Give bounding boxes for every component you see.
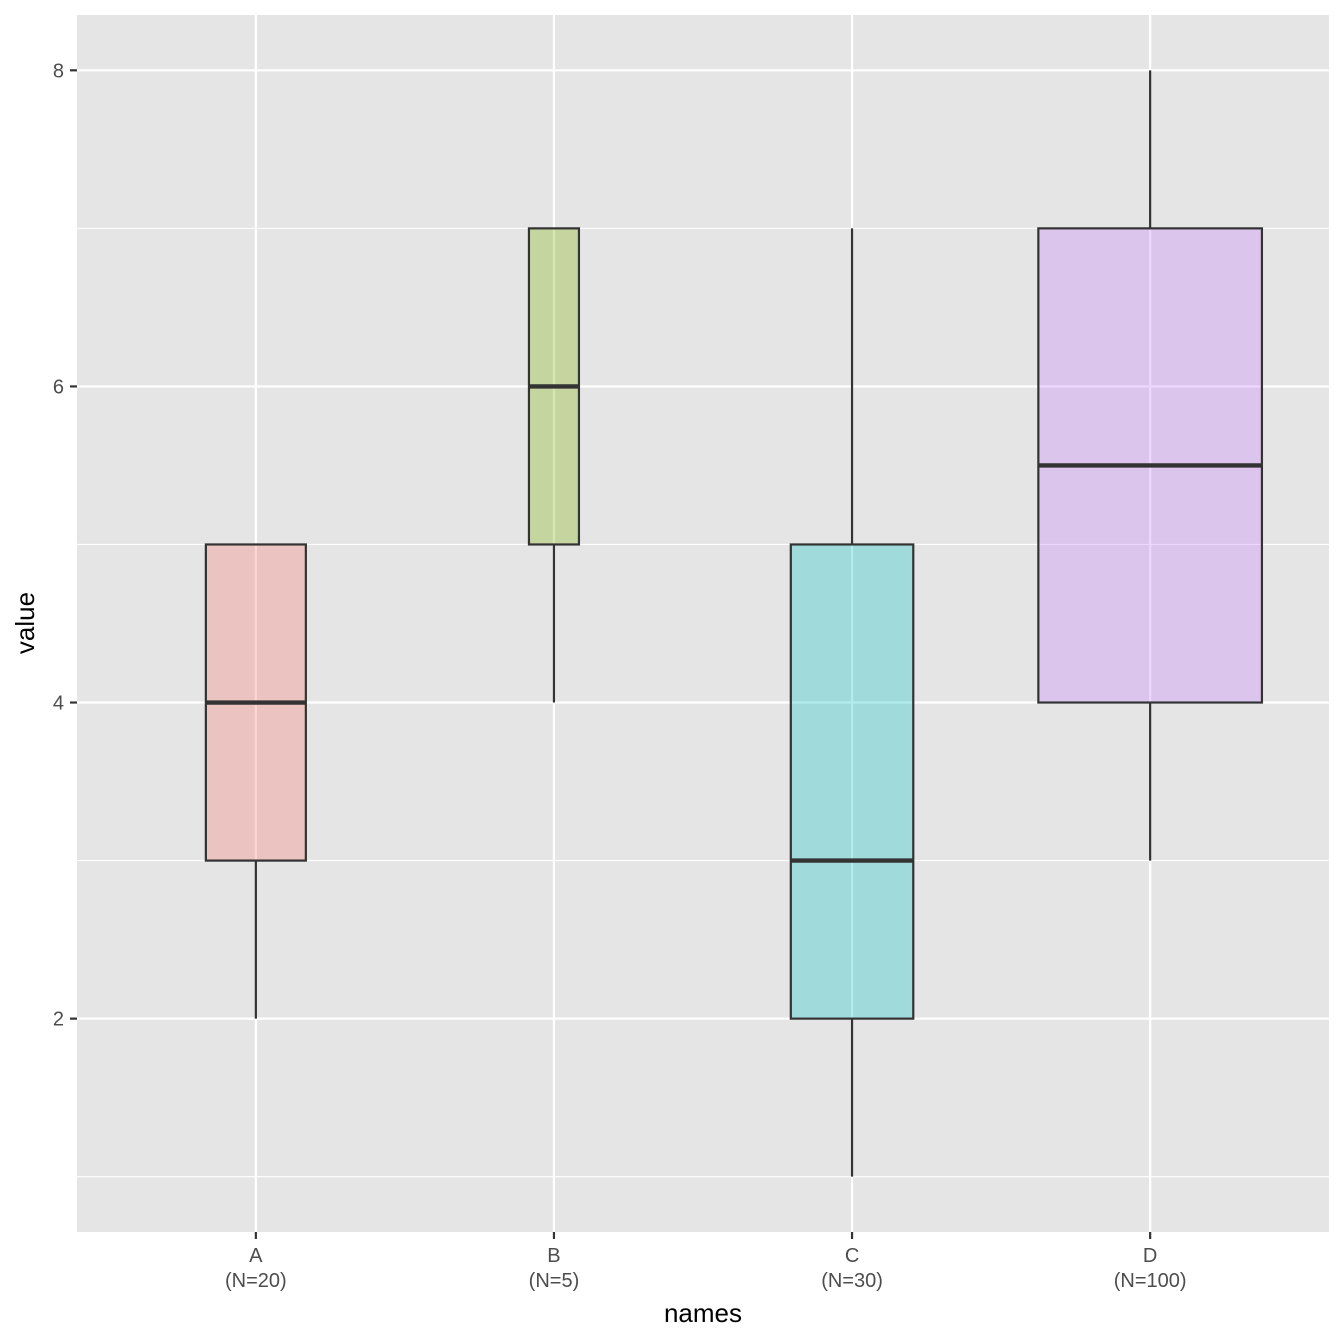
box-body [789, 543, 915, 1020]
box-D [1037, 70, 1264, 861]
box-B [527, 227, 581, 703]
x-tick-label: (N=5) [529, 1270, 580, 1292]
x-tick-label: A [249, 1245, 263, 1267]
y-axis-title: value [10, 592, 40, 654]
plot-panel [77, 15, 1329, 1232]
y-tick-label: 4 [53, 693, 64, 715]
x-tick-label: C [845, 1245, 859, 1267]
y-tick-label: 2 [53, 1009, 64, 1031]
x-axis: A (N=20) B (N=5) C (N=30) D (N=100) [225, 1232, 1187, 1292]
x-tick-label: (N=20) [225, 1270, 287, 1292]
x-tick-label: (N=100) [1114, 1270, 1187, 1292]
y-tick-label: 8 [53, 60, 64, 82]
box-C [789, 228, 915, 1177]
boxes-layer [204, 70, 1264, 1177]
x-tick-label: (N=30) [821, 1270, 883, 1292]
x-tick-label: D [1143, 1245, 1157, 1267]
y-axis: 2 4 6 8 [53, 60, 77, 1031]
x-axis-title: names [664, 1298, 742, 1328]
y-tick-label: 6 [53, 376, 64, 398]
box-A [204, 543, 307, 1019]
x-tick-label: B [547, 1245, 560, 1267]
